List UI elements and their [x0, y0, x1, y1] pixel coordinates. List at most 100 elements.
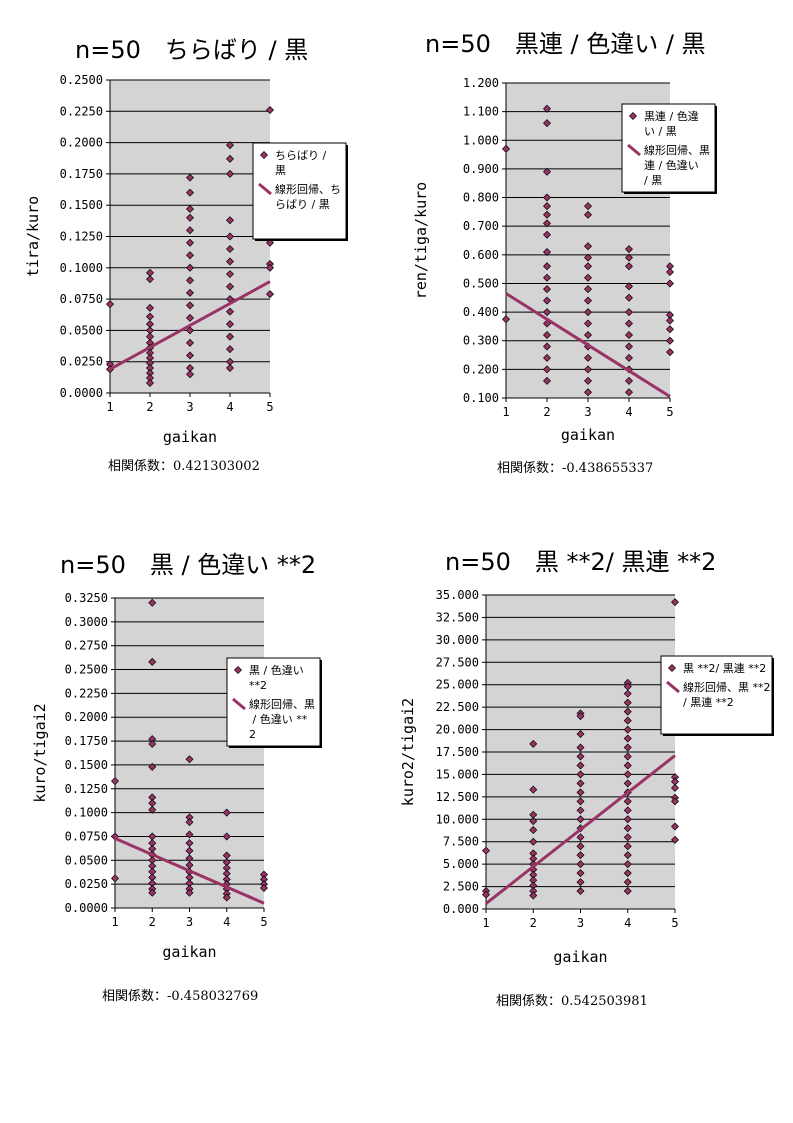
x-tick-label: 1 [111, 915, 118, 929]
y-tick-label: 0.2250 [60, 104, 103, 118]
y-tick-label: 0.2500 [60, 73, 103, 87]
legend-entry: 黒 **2/ 黒連 **2 [683, 661, 766, 675]
x-axis-label: gaikan [162, 943, 216, 961]
data-point [543, 219, 551, 228]
x-tick-label: 4 [226, 400, 233, 414]
data-point [543, 331, 551, 339]
correlation-text: 相関係数：-0.438655337 [497, 461, 653, 476]
data-point [543, 285, 551, 294]
data-point [666, 268, 674, 276]
data-point [625, 293, 633, 302]
x-tick-label: 5 [666, 405, 673, 419]
data-point [186, 370, 194, 379]
data-point [543, 273, 551, 282]
data-point [625, 245, 633, 254]
x-tick-label: 3 [186, 915, 193, 929]
data-point [111, 777, 119, 786]
data-point [482, 890, 490, 899]
data-point [623, 698, 632, 707]
legend-entry: 線形回帰、黒連 / 色違い / 黒 [644, 143, 710, 187]
data-point [625, 388, 633, 397]
data-point [576, 788, 585, 797]
data-point [584, 210, 592, 219]
data-point [226, 257, 234, 266]
data-point [186, 326, 194, 335]
x-tick-label: 4 [625, 405, 632, 419]
y-axis-label: tira/kuro [24, 196, 42, 277]
data-point [623, 716, 632, 725]
correlation-text: 相関係数：-0.458032769 [102, 989, 258, 1004]
data-point [529, 817, 538, 826]
data-point [222, 808, 231, 817]
data-point [226, 216, 234, 225]
data-point [226, 245, 234, 254]
y-tick-label: 0.3250 [65, 591, 108, 605]
data-point [623, 815, 632, 824]
y-tick-label: 0.1000 [60, 261, 103, 275]
data-point [106, 300, 114, 309]
y-tick-label: 0.100 [463, 391, 499, 405]
data-point [543, 247, 551, 256]
data-point [625, 353, 633, 362]
data-point [186, 251, 194, 260]
x-tick-label: 5 [671, 916, 678, 930]
legend-box [226, 657, 321, 747]
y-tick-label: 10.000 [436, 812, 479, 826]
y-tick-label: 22.500 [436, 700, 479, 714]
y-tick-label: 0.2750 [65, 639, 108, 653]
data-point [584, 296, 592, 305]
legend-entry: 線形回帰、黒 **2/ 黒連 **2 [683, 680, 771, 709]
data-point [185, 888, 194, 897]
x-tick-label: 5 [266, 400, 273, 414]
data-point [623, 761, 632, 770]
y-tick-label: 1.000 [463, 133, 499, 147]
data-point [226, 270, 234, 279]
data-point [576, 833, 585, 842]
data-point [226, 307, 234, 316]
y-axis-label: kuro2/tigai2 [399, 698, 417, 806]
data-point [186, 276, 194, 285]
data-point [623, 887, 632, 896]
legend-entry: 黒連 / 色違い / 黒 [644, 109, 699, 138]
x-axis-label: gaikan [163, 428, 217, 446]
x-tick-label: 1 [502, 405, 509, 419]
data-point [226, 169, 234, 178]
chart-title: n=50 ちらばり / 黒 [75, 36, 308, 64]
data-point [186, 301, 194, 310]
data-point [625, 262, 633, 271]
data-point [584, 308, 592, 317]
legend-marker-key [234, 666, 242, 674]
y-tick-label: 0.000 [443, 902, 479, 916]
data-point [625, 331, 633, 339]
data-point [186, 226, 194, 235]
data-point [623, 707, 632, 716]
data-point [266, 106, 274, 115]
chart-3: n=50 黒 / 色違い **2 0.0000 0.0250 0.0500 0.0750… [31, 551, 322, 1004]
data-point [146, 312, 154, 321]
y-tick-label: 0.1000 [65, 806, 108, 820]
regression-line [109, 280, 271, 371]
data-point [623, 734, 632, 743]
data-point [625, 319, 633, 328]
data-point [148, 762, 157, 771]
data-point [576, 779, 585, 788]
y-tick-label: 17.500 [436, 745, 479, 759]
data-point [623, 842, 632, 851]
data-point [148, 888, 157, 897]
data-point [625, 342, 633, 351]
data-point [186, 238, 194, 247]
data-point [186, 213, 194, 222]
data-point [226, 345, 234, 354]
data-point [529, 826, 538, 835]
data-point [186, 173, 194, 182]
data-point [543, 296, 551, 305]
y-tick-label: 30.000 [436, 633, 479, 647]
data-point [226, 363, 234, 372]
data-point [146, 275, 154, 284]
data-point [623, 689, 632, 698]
x-tick-label: 4 [624, 916, 631, 930]
data-point [576, 712, 585, 721]
regression-line [485, 754, 676, 905]
